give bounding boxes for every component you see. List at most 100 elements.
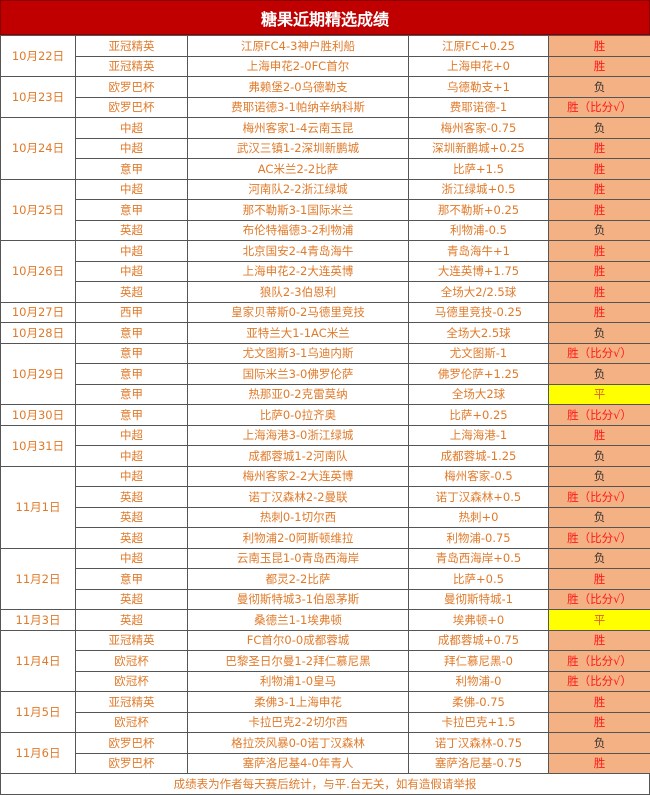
result-cell: 负 [548,363,650,385]
league-cell: 意甲 [75,158,188,180]
match-cell: 上海申花2-2大连英博 [187,260,409,282]
pick-cell: 比萨+1.5 [408,158,549,180]
result-cell: 负 [548,322,650,344]
result-cell: 负 [548,732,650,754]
date-cell: 11月3日 [0,609,76,631]
result-cell: 负 [548,547,650,569]
pick-cell: 马德里竞技-0.25 [408,301,549,323]
league-cell: 亚冠精英 [75,691,188,713]
league-cell: 英超 [75,609,188,631]
match-cell: 北京国安2-4青岛海牛 [187,240,409,262]
pick-cell: 佛罗伦萨+1.25 [408,363,549,385]
match-cell: 梅州客家2-2大连英博 [187,465,409,487]
result-cell: 负 [548,219,650,241]
match-cell: 狼队2-3伯恩利 [187,281,409,303]
result-cell: 胜 [548,568,650,590]
result-cell: 胜 [548,752,650,774]
result-cell: 负 [548,465,650,487]
date-cell: 11月4日 [0,629,76,692]
match-cell: 巴黎圣日尔曼1-2拜仁慕尼黑 [187,650,409,672]
league-cell: 英超 [75,281,188,303]
league-cell: 意甲 [75,199,188,221]
league-cell: 亚冠精英 [75,55,188,77]
table-row: 10月28日 意甲 亚特兰大1-1AC米兰 全场大2.5球负 [0,322,650,344]
match-cell: FC首尔0-0成都蓉城 [187,629,409,651]
match-cell: 都灵2-2比萨 [187,568,409,590]
table-row: 11月1日 中超 梅州客家2-2大连英博 梅州客家-0.5 负 [0,465,650,549]
results-table: 10月22日 亚冠精英 江原FC4-3神户胜利船 江原FC+0.25 胜亚冠精英 上海申花… [0,35,650,774]
result-cell: 胜 [548,199,650,221]
pick-cell: 拜仁慕尼黑-0 [408,650,549,672]
league-cell: 英超 [75,486,188,508]
result-cell: 胜 [548,158,650,180]
pick-cell: 比萨+0.25 [408,404,549,426]
table-row: 亚冠精英 上海申花2-0FC首尔 上海申花+0 胜 [1,55,650,77]
date-cell: 10月30日 [0,404,76,426]
match-cell: 桑德兰1-1埃弗顿 [187,609,409,631]
result-cell: 负 [548,445,650,467]
table-row: 中超 武汉三镇1-2深圳新鹏城 深圳新鹏城+0.25 胜 [1,137,650,159]
date-cell: 11月5日 [0,691,76,733]
date-cell: 10月27日 [0,301,76,323]
pick-cell: 青岛海牛+1 [408,240,549,262]
date-cell: 10月22日 [0,35,76,77]
result-cell: 胜 [548,240,650,262]
league-cell: 意甲 [75,568,188,590]
match-cell: 国际米兰3-0佛罗伦萨 [187,363,409,385]
result-cell: 胜（比分√） [548,527,650,549]
match-cell: 上海申花2-0FC首尔 [187,55,409,77]
result-cell: 胜 [548,260,650,282]
pick-cell: 全场大2.5球 [408,322,549,344]
result-cell: 胜 [548,35,650,57]
result-cell: 胜 [548,301,650,323]
pick-cell: 诺丁汉森林-0.75 [408,732,549,754]
page-title: 糖果近期精选成绩 [0,0,650,35]
match-cell: 武汉三镇1-2深圳新鹏城 [187,137,409,159]
table-row: 英超 狼队2-3伯恩利 全场大2/2.5球胜 [1,281,650,303]
match-cell: 费耶诺德3-1帕纳辛纳科斯 [187,96,409,118]
date-cell: 10月29日 [0,342,76,405]
result-cell: 胜（比分√） [548,96,650,118]
table-row: 意甲 国际米兰3-0佛罗伦萨 佛罗伦萨+1.25 负 [1,363,650,385]
league-cell: 西甲 [75,301,188,323]
pick-cell: 梅州客家-0.5 [408,465,549,487]
pick-cell: 青岛西海岸+0.5 [408,547,549,569]
table-row: 11月5日 亚冠精英 柔佛3-1上海申花 柔佛-0.75 胜 [0,691,650,733]
league-cell: 英超 [75,219,188,241]
result-cell: 胜（比分√） [548,342,650,364]
result-cell: 胜 [548,629,650,651]
pick-cell: 费耶诺德-1 [408,96,549,118]
pick-cell: 大连英博+1.75 [408,260,549,282]
table-row: 10月29日 意甲 尤文图斯3-1乌迪内斯 尤文图斯-1 胜（比分√） [0,342,650,405]
pick-cell: 曼彻斯特城-1 [408,588,549,610]
league-cell: 英超 [75,588,188,610]
result-cell: 胜 [548,137,650,159]
table-row: 10月24日 中超 梅州客家1-4云南玉昆 梅州客家-0.75 负 [0,117,650,180]
match-cell: 诺丁汉森林2-2曼联 [187,486,409,508]
match-cell: AC米兰2-2比萨 [187,158,409,180]
league-cell: 意甲 [75,363,188,385]
league-cell: 欧冠杯 [75,711,188,733]
pick-cell: 卡拉巴克+1.5 [408,711,549,733]
table-row: 英超 曼彻斯特城3-1伯恩茅斯 曼彻斯特城-1 胜（比分√） [1,588,650,610]
pick-cell: 全场大2球 [408,383,549,405]
match-cell: 弗赖堡2-0乌德勒支 [187,76,409,98]
league-cell: 欧罗巴杯 [75,752,188,774]
pick-cell: 热刺+0 [408,506,549,528]
table-row: 欧冠杯 卡拉巴克2-2切尔西 卡拉巴克+1.5 胜 [1,711,650,733]
league-cell: 欧罗巴杯 [75,732,188,754]
league-cell: 中超 [75,445,188,467]
league-cell: 意甲 [75,404,188,426]
pick-cell: 全场大2/2.5球 [408,281,549,303]
match-cell: 皇家贝蒂斯0-2马德里竞技 [187,301,409,323]
table-row: 10月30日 意甲 比萨0-0拉齐奥 比萨+0.25 胜（比分√） [0,404,650,426]
date-cell: 11月6日 [0,732,76,774]
league-cell: 欧冠杯 [75,650,188,672]
league-cell: 亚冠精英 [75,35,188,57]
league-cell: 欧罗巴杯 [75,76,188,98]
table-row: 11月3日 英超 桑德兰1-1埃弗顿 埃弗顿+0 平 [0,609,650,631]
result-cell: 平 [548,609,650,631]
date-cell: 10月24日 [0,117,76,180]
result-cell: 胜 [548,691,650,713]
league-cell: 中超 [75,424,188,446]
